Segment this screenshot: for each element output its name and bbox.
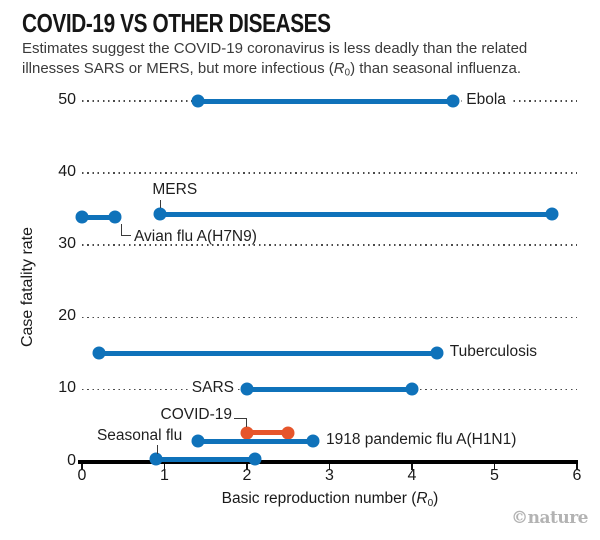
y-tick-label-20: 20	[58, 307, 76, 325]
gridline-y30	[82, 244, 577, 246]
x-tick-0	[81, 463, 83, 470]
x-tick-3	[328, 463, 331, 470]
series-dot-min-mers	[153, 207, 167, 221]
page-subtitle: Estimates suggest the COVID-19 coronavir…	[22, 39, 570, 81]
series-dot-min-covid-19	[240, 426, 254, 440]
x-tick-1	[163, 463, 166, 470]
series-dot-max-covid-19	[281, 426, 295, 440]
x-tick-label-2: 2	[242, 467, 252, 484]
series-dot-min-1918-pandemic-flu-a-h1n1-	[191, 434, 204, 448]
page-title: COVID-19 VS OTHER DISEASES	[22, 8, 331, 38]
series-label-sars: SARS	[187, 379, 238, 398]
series-dot-max-1918-pandemic-flu-a-h1n1-	[306, 434, 320, 448]
series-label-avian-flu-a-h7n9-: Avian flu A(H7N9)	[134, 228, 257, 246]
series-bar-mers	[160, 211, 553, 217]
label-connector-v-covid-19	[245, 418, 247, 428]
series-label-1918-pandemic-flu-a-h1n1-: 1918 pandemic flu A(H1N1)	[322, 431, 521, 450]
series-dot-min-avian-flu-a-h7n9-	[75, 210, 89, 224]
series-dot-min-ebola	[191, 94, 204, 108]
series-bar-seasonal-flu	[156, 456, 256, 462]
series-dot-max-seasonal-flu	[248, 452, 262, 466]
series-label-seasonal-flu: Seasonal flu	[96, 427, 183, 445]
series-bar-sars	[247, 386, 412, 392]
x-axis-r0-subscript: 0	[427, 497, 434, 509]
x-axis-title-close: )	[433, 490, 439, 507]
x-axis-r0-symbol: R	[416, 490, 428, 507]
x-tick-label-5: 5	[490, 467, 499, 484]
x-tick-label-3: 3	[325, 467, 334, 484]
series-label-mers: MERS	[152, 181, 198, 199]
label-connector-mers	[159, 200, 162, 209]
series-dot-max-avian-flu-a-h7n9-	[108, 210, 122, 224]
subtitle-r0-symbol: R	[333, 59, 345, 77]
y-tick-label-50: 50	[58, 91, 76, 108]
x-tick-6	[576, 463, 578, 470]
gridline-y20	[82, 316, 577, 319]
series-dot-max-ebola	[446, 94, 460, 108]
y-tick-label-10: 10	[58, 379, 76, 397]
gridline-y40	[82, 172, 577, 174]
label-connector-h-avian-flu-a-h7n9-	[121, 234, 131, 237]
x-tick-label-4: 4	[407, 467, 417, 484]
series-dot-max-mers	[545, 207, 559, 221]
subtitle-text: Estimates suggest the COVID-19 coronavir…	[22, 40, 528, 77]
subtitle-text-end: ) than seasonal influenza.	[350, 59, 522, 77]
x-tick-label-6: 6	[572, 467, 582, 484]
series-dot-min-sars	[240, 382, 254, 396]
y-tick-label-0: 0	[67, 451, 76, 469]
label-connector-v-avian-flu-a-h7n9-	[121, 224, 123, 237]
x-tick-2	[246, 463, 248, 470]
label-connector-h-covid-19	[234, 418, 247, 420]
series-bar-ebola	[197, 98, 454, 104]
nature-credit: ©nature	[511, 508, 588, 528]
x-axis-title-text: Basic reproduction number (	[221, 490, 417, 507]
y-tick-label-40: 40	[58, 163, 76, 181]
series-bar-1918-pandemic-flu-a-h1n1-	[197, 438, 313, 444]
series-label-covid-19: COVID-19	[160, 405, 233, 423]
series-dot-max-sars	[405, 382, 419, 396]
series-bar-avian-flu-a-h7n9-	[82, 214, 115, 220]
label-connector-seasonal-flu	[156, 445, 159, 455]
series-bar-tuberculosis	[98, 350, 437, 356]
series-label-ebola: Ebola	[462, 91, 510, 109]
x-axis-line	[78, 459, 578, 464]
subtitle-r0-subscript: 0	[344, 67, 351, 79]
x-tick-label-1: 1	[160, 467, 169, 484]
series-bar-covid-19	[247, 430, 289, 436]
x-tick-4	[411, 463, 413, 470]
y-tick-label-30: 30	[58, 235, 76, 253]
x-tick-5	[493, 463, 496, 470]
x-tick-label-0: 0	[77, 467, 87, 484]
series-label-tuberculosis: Tuberculosis	[445, 343, 542, 362]
series-dot-max-tuberculosis	[430, 346, 444, 360]
series-dot-min-seasonal-flu	[149, 452, 163, 466]
series-dot-min-tuberculosis	[92, 346, 105, 360]
x-axis-title: Basic reproduction number (R0)	[222, 490, 439, 509]
